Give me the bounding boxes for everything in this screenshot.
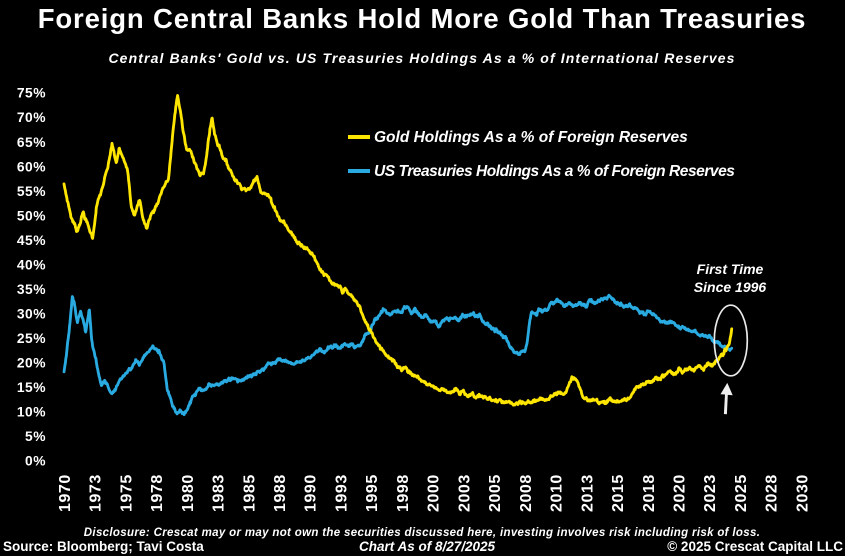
- svg-text:30%: 30%: [17, 307, 46, 322]
- svg-text:© 2025 Crescat Capital LLC: © 2025 Crescat Capital LLC: [667, 539, 843, 554]
- svg-text:2008: 2008: [518, 474, 535, 512]
- svg-text:2020: 2020: [672, 474, 689, 512]
- svg-text:Gold Holdings As a % of Foreig: Gold Holdings As a % of Foreign Reserves: [374, 129, 688, 146]
- svg-text:55%: 55%: [17, 184, 46, 199]
- svg-text:10%: 10%: [17, 405, 46, 420]
- svg-text:2018: 2018: [641, 474, 658, 512]
- svg-text:1998: 1998: [395, 474, 412, 512]
- svg-text:Chart As of 8/27/2025: Chart As of 8/27/2025: [359, 539, 496, 554]
- svg-text:45%: 45%: [17, 233, 46, 248]
- svg-text:1975: 1975: [118, 474, 135, 512]
- svg-text:1973: 1973: [88, 474, 105, 512]
- svg-text:2015: 2015: [610, 474, 627, 512]
- svg-text:First Time: First Time: [697, 261, 764, 277]
- svg-text:75%: 75%: [17, 86, 46, 101]
- svg-text:1985: 1985: [241, 474, 258, 512]
- svg-text:2000: 2000: [426, 474, 443, 512]
- svg-text:40%: 40%: [17, 257, 46, 272]
- svg-text:Source: Bloomberg; Tavi Costa: Source: Bloomberg; Tavi Costa: [3, 539, 204, 554]
- svg-text:2005: 2005: [487, 474, 504, 512]
- svg-text:2025: 2025: [733, 474, 750, 512]
- svg-text:2010: 2010: [549, 474, 566, 512]
- svg-text:70%: 70%: [17, 110, 46, 125]
- svg-text:1983: 1983: [211, 474, 228, 512]
- svg-text:US Treasuries Holdings As a %: US Treasuries Holdings As a % of Foreign…: [374, 163, 735, 180]
- svg-text:20%: 20%: [17, 356, 46, 371]
- svg-text:1990: 1990: [303, 474, 320, 512]
- svg-text:2028: 2028: [764, 474, 781, 512]
- svg-text:1988: 1988: [272, 474, 289, 512]
- svg-text:15%: 15%: [17, 380, 46, 395]
- svg-text:2023: 2023: [702, 474, 719, 512]
- svg-text:2003: 2003: [456, 474, 473, 512]
- svg-text:0%: 0%: [25, 454, 46, 469]
- svg-text:Disclosure: Crescat may or may: Disclosure: Crescat may or may not own t…: [84, 527, 760, 539]
- svg-text:Central Banks' Gold vs. US Tre: Central Banks' Gold vs. US Treasuries Ho…: [108, 50, 735, 66]
- svg-text:25%: 25%: [17, 331, 46, 346]
- svg-text:1970: 1970: [57, 474, 74, 512]
- svg-text:35%: 35%: [17, 282, 46, 297]
- svg-text:1995: 1995: [364, 474, 381, 512]
- svg-text:2013: 2013: [579, 474, 596, 512]
- svg-text:65%: 65%: [17, 135, 46, 150]
- svg-text:Since 1996: Since 1996: [694, 279, 767, 295]
- svg-text:2030: 2030: [794, 474, 811, 512]
- svg-text:50%: 50%: [17, 208, 46, 223]
- svg-text:Foreign Central Banks Hold Mor: Foreign Central Banks Hold More Gold Tha…: [38, 3, 807, 34]
- svg-text:5%: 5%: [25, 429, 46, 444]
- svg-text:1978: 1978: [149, 474, 166, 512]
- svg-text:1993: 1993: [334, 474, 351, 512]
- svg-text:1980: 1980: [180, 474, 197, 512]
- svg-text:60%: 60%: [17, 159, 46, 174]
